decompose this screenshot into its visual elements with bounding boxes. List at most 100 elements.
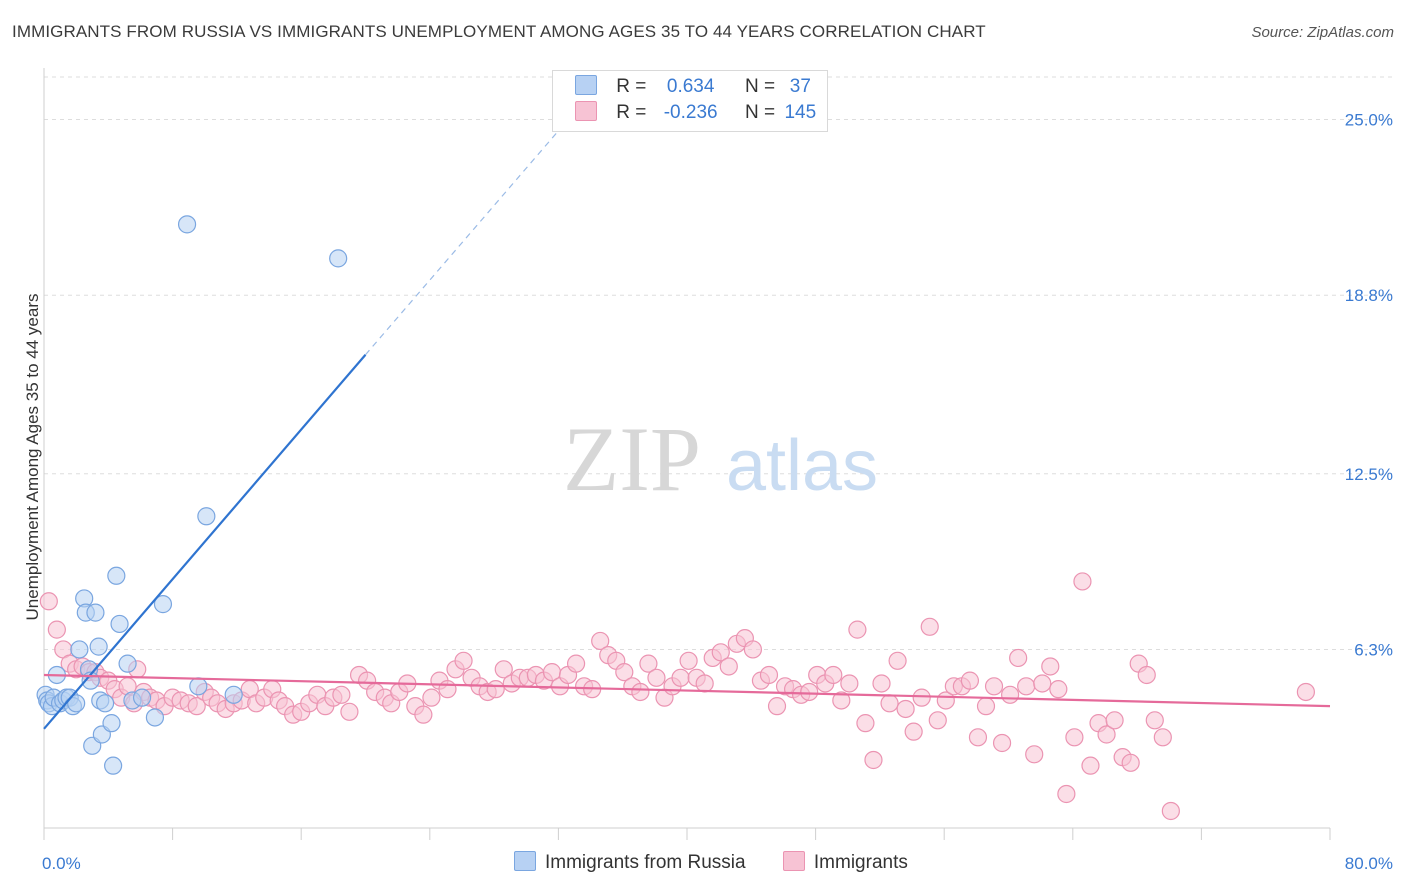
russia-point <box>89 637 108 656</box>
y-tick-label: 25.0% <box>1345 111 1393 130</box>
immigrants-point <box>976 697 996 716</box>
russia-point <box>102 714 121 733</box>
immigrants-point <box>494 660 513 679</box>
russia-point <box>177 215 197 234</box>
immigrants-point <box>1296 682 1315 702</box>
immigrants-point <box>1073 572 1092 591</box>
russia-point <box>104 756 123 775</box>
russia-point <box>132 688 152 707</box>
immigrants-point <box>671 668 690 687</box>
russia-point <box>329 249 348 268</box>
immigrants-point <box>984 677 1004 696</box>
russia-point <box>107 566 126 585</box>
immigrants-point <box>1121 753 1140 772</box>
immigrants-point <box>615 663 634 682</box>
immigrants-point <box>840 674 859 693</box>
immigrants-point <box>872 674 891 693</box>
immigrants-point <box>912 688 931 707</box>
immigrants-point <box>1049 680 1068 699</box>
immigrants-point <box>1065 728 1084 747</box>
x-tick-label-max: 80.0% <box>1345 854 1393 873</box>
immigrants-point <box>1009 648 1028 668</box>
immigrants-point <box>1017 677 1036 696</box>
legend-n-value: 145 <box>784 102 817 123</box>
legend-n-label: N = <box>744 102 776 123</box>
immigrants-point <box>1137 665 1156 685</box>
russia-points <box>36 215 348 775</box>
immigrants-point <box>591 631 610 651</box>
grid-lines <box>44 76 1392 650</box>
russia-point <box>86 603 105 622</box>
immigrants-point <box>340 702 359 721</box>
legend-r-label: R = <box>616 102 647 123</box>
immigrants-point <box>856 714 875 733</box>
y-tick-label: 6.3% <box>1354 640 1393 659</box>
y-tick-label: 18.8% <box>1345 286 1393 305</box>
immigrants-point <box>864 750 883 770</box>
series-swatch-pink <box>782 850 805 871</box>
immigrants-point <box>968 728 988 747</box>
immigrants-point <box>631 682 650 702</box>
immigrants-point <box>39 592 58 611</box>
immigrants-point <box>896 699 915 719</box>
immigrants-point <box>800 682 819 702</box>
legend-r-value: -0.236 <box>663 102 718 123</box>
immigrants-point <box>1041 657 1060 676</box>
immigrants-point <box>639 654 658 673</box>
immigrants-point <box>824 665 843 685</box>
immigrants-point <box>695 674 714 693</box>
immigrants-trend-line <box>43 673 1331 708</box>
immigrants-point <box>880 694 899 713</box>
series-legend-immigrants: Immigrants <box>782 850 908 874</box>
immigrants-point <box>888 651 907 670</box>
russia-point <box>153 595 173 614</box>
series-legend-russia: Immigrants from Russia <box>514 850 746 874</box>
immigrants-point <box>566 654 586 673</box>
immigrants-point <box>992 733 1012 753</box>
source-label: Source: ZipAtlas.com <box>1251 24 1394 41</box>
watermark-zip: ZIP <box>563 408 701 510</box>
immigrants-point <box>920 617 939 636</box>
series-swatch-blue <box>514 850 536 871</box>
immigrants-point <box>438 680 457 699</box>
immigrants-point <box>679 651 698 670</box>
immigrants-point <box>848 620 867 639</box>
immigrants-point <box>960 671 980 690</box>
immigrants-point <box>414 705 433 724</box>
immigrants-points <box>39 572 1315 821</box>
immigrants-point <box>904 722 923 741</box>
x-tick-label-min: 0.0% <box>42 854 81 873</box>
watermark: ZIP atlas <box>563 408 878 510</box>
immigrants-point <box>47 620 66 639</box>
y-tick-label: 12.5% <box>1345 465 1393 484</box>
immigrants-point <box>486 680 505 699</box>
russia-point <box>118 654 137 673</box>
immigrants-point <box>332 685 351 704</box>
legend-row-russia: R = 0.634 N = 37 <box>575 74 820 100</box>
legend-r-label: R = <box>616 76 647 97</box>
russia-point <box>145 708 165 727</box>
russia-point <box>95 694 115 713</box>
y-axis-title: Unemployment Among Ages 35 to 44 years <box>23 294 42 621</box>
russia-point <box>197 507 216 526</box>
legend-row-immigrants: R = -0.236 N = 145 <box>575 100 820 126</box>
immigrants-point <box>647 668 666 687</box>
immigrants-point <box>832 691 851 710</box>
immigrants-point <box>1033 674 1052 693</box>
immigrants-point <box>1025 745 1044 764</box>
immigrants-point <box>1081 756 1100 775</box>
immigrants-point <box>767 697 787 716</box>
immigrants-point <box>1105 711 1124 730</box>
immigrants-point <box>1153 728 1172 747</box>
immigrants-point <box>1001 685 1020 704</box>
immigrants-point <box>1057 784 1076 804</box>
russia-point <box>189 677 208 696</box>
legend-n-value: 37 <box>789 76 811 97</box>
russia-point <box>67 694 86 713</box>
immigrants-point <box>454 651 473 670</box>
immigrants-point <box>928 711 947 730</box>
russia-point <box>224 685 243 704</box>
immigrants-point <box>187 697 206 716</box>
immigrants-point <box>422 688 441 707</box>
